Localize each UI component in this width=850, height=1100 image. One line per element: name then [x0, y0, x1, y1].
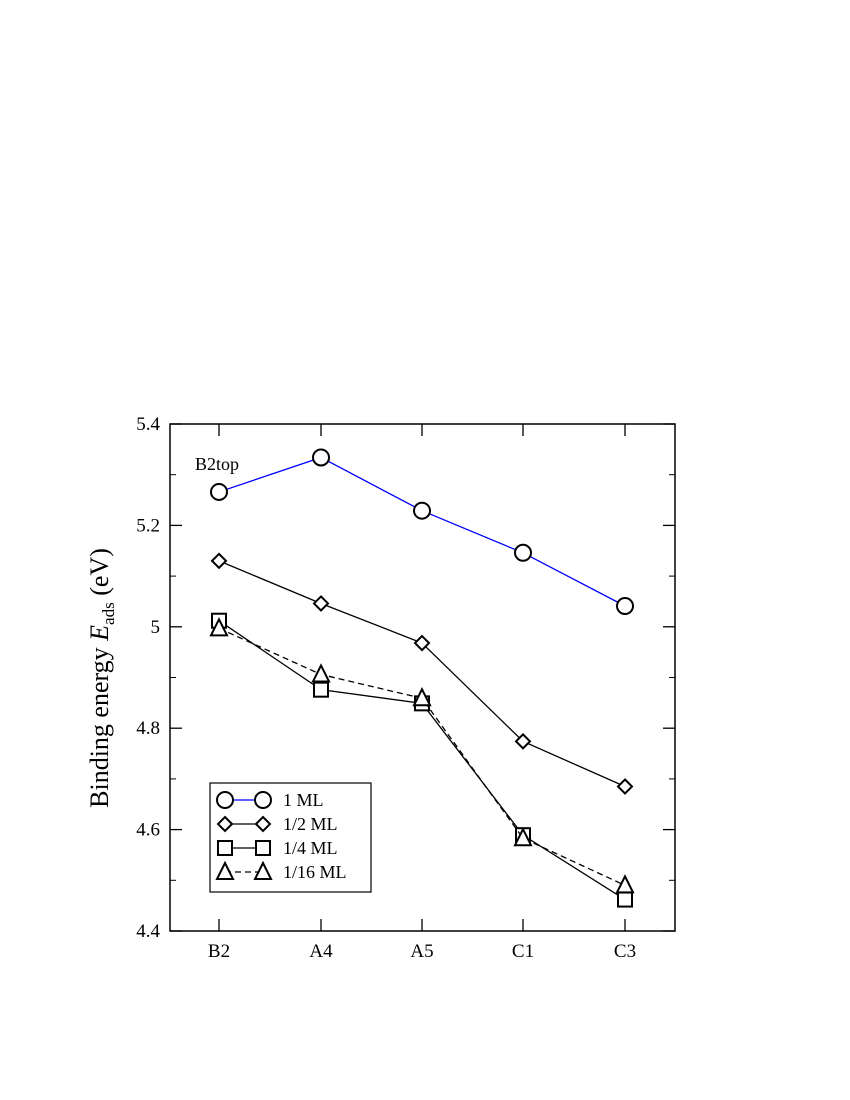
x-tick-label-b2: B2	[208, 941, 230, 962]
point-1-16-ml-a4	[311, 663, 331, 683]
point-1-16-ml-b2	[209, 617, 229, 637]
annotation-b2top: B2top	[195, 454, 239, 474]
legend-item-1-16-ml: 1/16 ML	[215, 860, 347, 882]
series-1-2-ml	[210, 552, 634, 795]
legend-marker-end-1-2-ml	[254, 815, 272, 833]
point-1-16-ml-c3	[615, 874, 635, 894]
legend-marker-start-1-ml	[216, 791, 234, 809]
y-tick-label-5: 5	[151, 617, 161, 638]
legend-label-1-2-ml: 1/2 ML	[283, 814, 338, 834]
legend: 1 ML 1/2 ML 1/4 ML 1/16 ML	[209, 782, 372, 893]
point-1-ml-b2	[210, 482, 228, 501]
series-1-16-ml	[209, 617, 635, 894]
y-tick-label-5-2: 5.2	[136, 515, 160, 536]
series-layer	[209, 448, 635, 908]
legend-marker-start-1-16-ml	[215, 860, 235, 880]
point-1-2-ml-a4	[312, 595, 330, 612]
legend-marker-end-1-ml	[254, 791, 272, 809]
legend-label-1-4-ml: 1/4 ML	[283, 838, 338, 858]
legend-item-1-ml: 1 ML	[216, 790, 324, 810]
point-1-ml-c3	[616, 597, 634, 616]
point-1-ml-a5	[413, 501, 431, 520]
legend-label-1-ml: 1 ML	[283, 790, 324, 810]
y-axis-title-symbol: E	[85, 625, 114, 642]
point-1-2-ml-b2	[210, 552, 228, 570]
legend-marker-end-1-4-ml	[255, 840, 271, 856]
legend-box	[209, 782, 372, 893]
point-1-16-ml-a5	[412, 687, 432, 707]
y-axis-title-prefix: Binding energy	[85, 641, 114, 808]
x-axis: B2 A4 A5 C1 C3	[208, 424, 636, 962]
legend-marker-end-1-16-ml	[253, 860, 273, 880]
point-1-ml-a4	[312, 448, 330, 467]
legend-item-1-2-ml: 1/2 ML	[216, 814, 338, 834]
point-1-16-ml-c1	[513, 826, 533, 847]
point-1-ml-c1	[514, 543, 532, 562]
legend-marker-start-1-4-ml	[217, 840, 233, 856]
point-1-2-ml-c3	[616, 778, 634, 795]
y-tick-label-4-4: 4.4	[136, 921, 160, 942]
point-1-2-ml-a5	[413, 634, 431, 652]
series-line-1-2-ml	[218, 560, 626, 788]
legend-item-1-4-ml: 1/4 ML	[217, 838, 338, 858]
point-1-2-ml-c1	[514, 732, 532, 750]
annotations: B2top	[195, 454, 239, 474]
y-axis-title-subscript: ads	[99, 602, 118, 625]
y-tick-label-5-4: 5.4	[136, 414, 160, 435]
y-tick-label-4-8: 4.8	[136, 718, 160, 739]
y-axis-title-unit: (eV)	[85, 548, 114, 602]
x-tick-label-a4: A4	[309, 941, 333, 962]
y-tick-label-4-6: 4.6	[136, 820, 160, 841]
y-axis: 4.4 4.6 4.8 5 5.2 5.4	[136, 414, 675, 942]
x-tick-label-c1: C1	[512, 941, 534, 962]
legend-marker-start-1-2-ml	[216, 815, 234, 833]
point-1-4-ml-a4	[313, 681, 329, 698]
x-tick-label-a5: A5	[410, 941, 433, 962]
series-1-ml	[210, 448, 634, 616]
legend-label-1-16-ml: 1/16 ML	[283, 862, 347, 882]
series-line-1-ml	[218, 456, 626, 607]
y-axis-title: Binding energy Eads (eV)	[85, 548, 118, 808]
point-1-4-ml-c3	[617, 891, 633, 908]
x-tick-label-c3: C3	[614, 941, 636, 962]
